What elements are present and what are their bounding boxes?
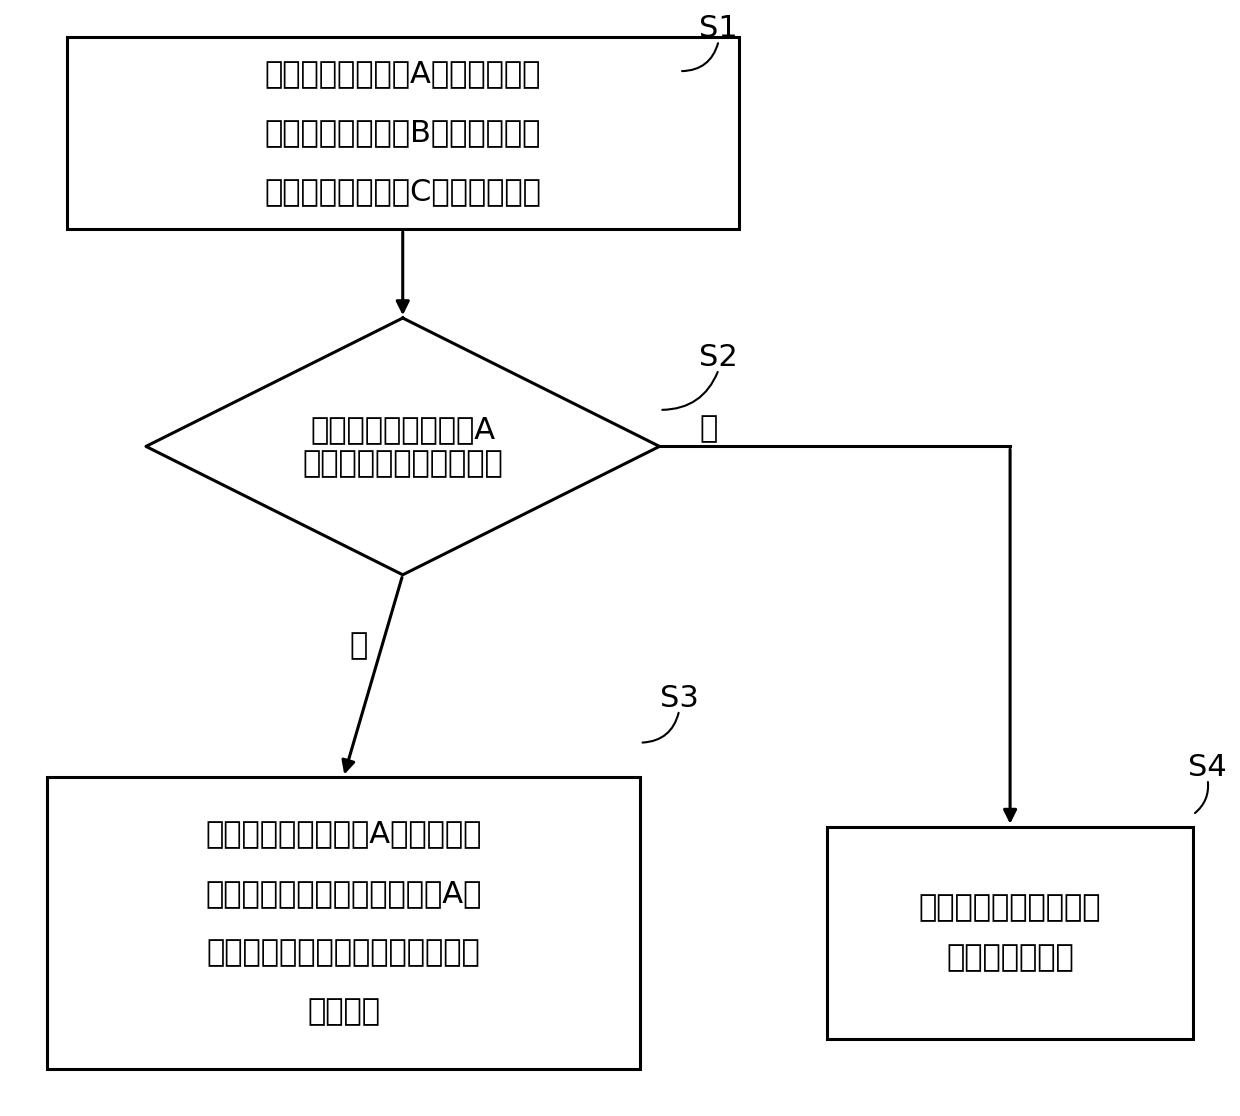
Text: 检测三位四通电磁阀A: 检测三位四通电磁阀A: [310, 415, 495, 444]
Bar: [827, 827, 1193, 1039]
Text: 是: 是: [350, 632, 367, 661]
Text: 通过故障状态供气通路: 通过故障状态供气通路: [919, 894, 1101, 923]
Text: S3: S3: [660, 684, 698, 713]
Text: 启，通过正常状态供气通路为气动: 启，通过正常状态供气通路为气动: [207, 939, 480, 968]
Text: S4: S4: [1188, 753, 1226, 782]
Bar: [47, 777, 640, 1068]
Text: 控制三位四通电磁阀A换位至相应: 控制三位四通电磁阀A换位至相应: [206, 819, 481, 848]
Text: 是否处于正常的工作状态: 是否处于正常的工作状态: [303, 449, 503, 478]
Polygon shape: [146, 318, 660, 575]
Text: 令三位四通电磁阀B保持开启状态: 令三位四通电磁阀B保持开启状态: [264, 118, 541, 147]
Text: S1: S1: [699, 15, 738, 44]
Text: 的开通位置，三位四通电磁阀A开: 的开通位置，三位四通电磁阀A开: [206, 878, 481, 907]
Text: 令三位四通电磁阀C保持关闭状态: 令三位四通电磁阀C保持关闭状态: [264, 177, 541, 206]
Text: 否: 否: [699, 414, 718, 443]
Text: 装置供气: 装置供气: [308, 998, 379, 1027]
Text: 令三位四通电磁阀A保持关闭状态: 令三位四通电磁阀A保持关闭状态: [264, 59, 541, 88]
Text: S2: S2: [699, 343, 738, 372]
Bar: [67, 37, 739, 229]
Text: 为气动装置供气: 为气动装置供气: [946, 943, 1074, 972]
